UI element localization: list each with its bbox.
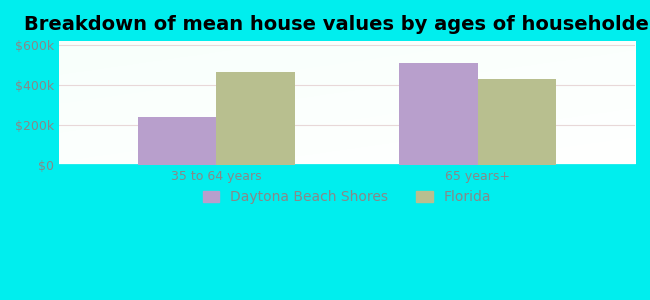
Bar (399, 63, 478, 165)
Bar (138, 117, 216, 165)
Bar (478, 79, 556, 165)
Title: Breakdown of mean house values by ages of householders: Breakdown of mean house values by ages o… (24, 15, 650, 34)
Legend: Daytona Beach Shores, Florida: Daytona Beach Shores, Florida (197, 185, 497, 210)
Bar (216, 72, 294, 165)
